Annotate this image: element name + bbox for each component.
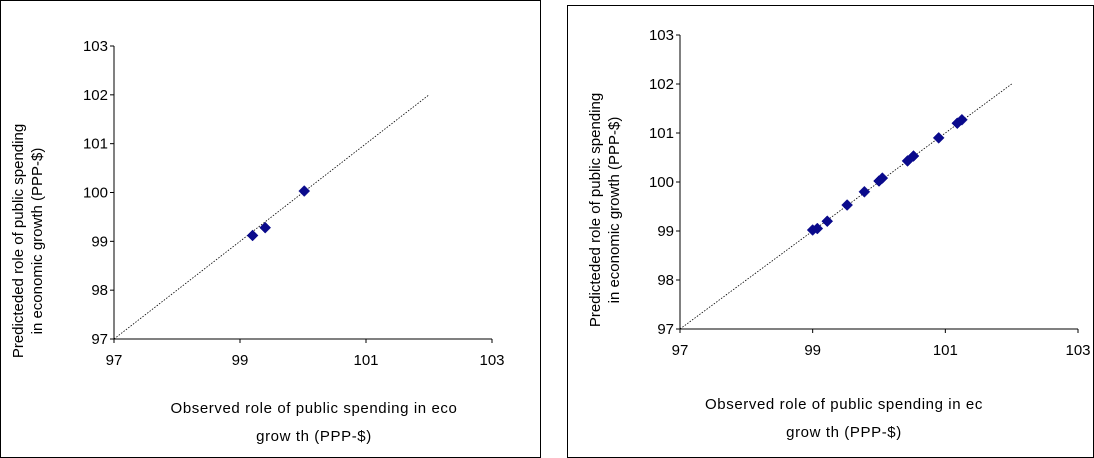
x-tick-label: 97 [672,342,689,359]
y-tick-label: 97 [657,321,674,338]
data-point-diamond [246,229,259,242]
x-axis-title-line: Observed role of public spending in ec [705,396,983,413]
data-point-diamond [841,199,854,211]
y-tick-label: 103 [649,27,674,44]
x-tick-label: 99 [804,342,821,359]
data-point-diamond [821,215,834,228]
x-tick-label: 101 [353,352,378,369]
y-axis-title-line: in economic growth (PPP-$) [606,117,623,304]
data-point-diamond [932,132,945,144]
x-tick-label: 97 [106,352,123,369]
y-axis-title-line: in economic growth (PPP-$) [29,148,46,335]
reference-line [113,94,430,340]
y-tick-label: 102 [83,87,108,104]
data-point-diamond [956,113,968,126]
data-point-diamond [811,222,824,235]
y-tick-label: 101 [649,125,674,142]
x-axis-title-line: grow th (PPP-$) [786,424,902,441]
x-tick-label: 103 [479,352,504,369]
y-tick-label: 98 [657,272,674,289]
y-tick-label: 99 [91,233,108,250]
y-tick-label: 103 [83,38,108,55]
data-point-diamond [907,150,920,162]
scatter-panel-right: 97 98 99 100 101 102 103 97 99 101 103 Observed rol… [567,5,1094,458]
x-tick-label: 101 [933,342,958,359]
y-tick-label: 97 [91,331,108,348]
data-point-diamond [858,185,871,198]
scatter-chart-right: 97 98 99 100 101 102 103 97 99 101 103 Observed rol… [587,27,1091,441]
data-point-diamond [259,221,272,234]
y-tick-label: 100 [83,185,108,202]
y-tick-label: 102 [649,76,674,93]
x-axis-title-line: Observed role of public spending in eco [171,400,458,417]
y-tick-label: 101 [83,136,108,153]
x-tick-label: 103 [1065,342,1090,359]
x-axis-title-line: grow th (PPP-$) [256,428,372,445]
data-point-diamond [298,185,311,197]
y-tick-label: 98 [91,282,108,299]
y-tick-label: 99 [657,223,674,240]
y-tick-label: 100 [649,174,674,191]
y-axis-title-line: Predicteded role of public spending [10,124,27,358]
x-tick-label: 99 [232,352,249,369]
y-axis-title-line: Predicteded role of public spending [587,93,604,327]
data-point-diamond [876,172,889,184]
scatter-chart-left: 97 98 99 100 101 102 103 97 99 101 103 Observed rol… [10,38,505,445]
scatter-panel-left: 97 98 99 100 101 102 103 97 99 101 103 Observed rol… [0,0,541,458]
